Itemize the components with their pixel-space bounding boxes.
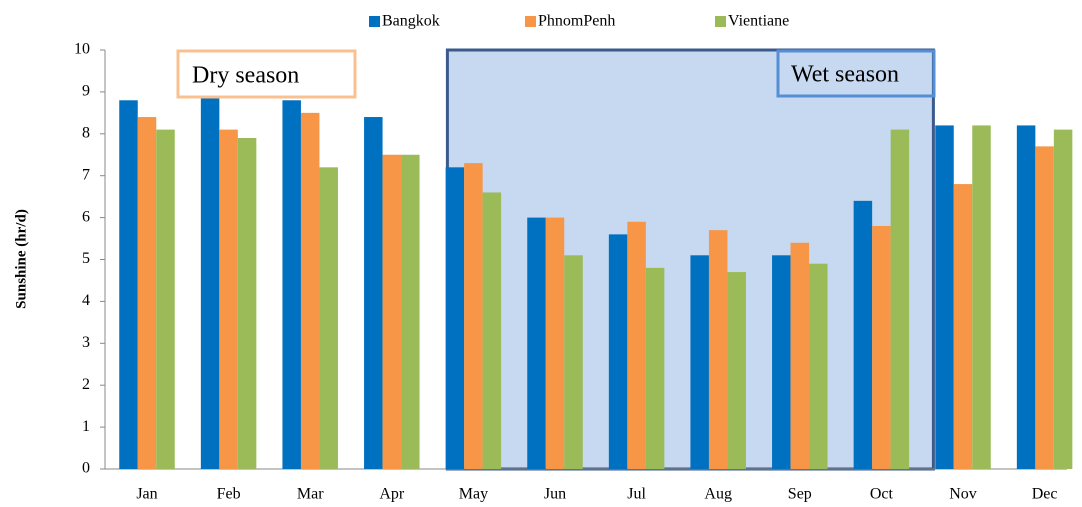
bar bbox=[953, 184, 973, 469]
x-tick-label: Nov bbox=[949, 486, 977, 503]
x-tick-label: May bbox=[459, 486, 488, 503]
y-tick-label: 3 bbox=[82, 334, 90, 351]
bar bbox=[627, 221, 646, 469]
bar bbox=[935, 125, 954, 470]
bar bbox=[690, 255, 709, 469]
bar bbox=[401, 154, 420, 469]
bar bbox=[872, 225, 891, 469]
bar bbox=[1035, 146, 1054, 469]
x-tick-label: Jun bbox=[544, 486, 566, 503]
y-axis-label: Sunshine (hr/d) bbox=[13, 209, 29, 309]
bar bbox=[790, 242, 810, 469]
x-tick-label: Aug bbox=[704, 486, 732, 503]
bar bbox=[156, 129, 175, 470]
x-tick-label: Feb bbox=[217, 486, 241, 503]
y-tick-label: 1 bbox=[82, 418, 90, 435]
bar bbox=[645, 267, 665, 469]
bar bbox=[772, 255, 791, 469]
bar bbox=[545, 217, 565, 469]
legend-label: PhnomPenh bbox=[538, 13, 615, 30]
y-tick-label: 4 bbox=[82, 292, 90, 309]
bar bbox=[890, 129, 910, 470]
y-tick-label: 5 bbox=[82, 250, 90, 267]
bar bbox=[972, 125, 991, 470]
y-tick-label: 7 bbox=[82, 166, 90, 183]
bar bbox=[608, 234, 628, 469]
dry-season-box bbox=[176, 49, 357, 99]
bar bbox=[527, 217, 546, 469]
wet-season-box bbox=[776, 49, 936, 98]
bar bbox=[319, 167, 338, 469]
bar bbox=[137, 117, 157, 469]
bar bbox=[119, 100, 138, 469]
bar bbox=[853, 200, 873, 469]
annotation: Wet season bbox=[791, 62, 899, 88]
x-tick-label: Dec bbox=[1032, 486, 1058, 503]
x-tick-label: Oct bbox=[870, 486, 894, 503]
x-tick-label: Mar bbox=[297, 486, 324, 503]
bar bbox=[464, 163, 483, 469]
bar bbox=[364, 117, 383, 469]
bar bbox=[1016, 125, 1036, 470]
x-tick-label: Jul bbox=[627, 486, 646, 503]
y-tick-label: 0 bbox=[82, 460, 90, 477]
bar bbox=[282, 100, 301, 469]
bar bbox=[708, 230, 728, 469]
x-tick-label: Jan bbox=[136, 486, 157, 503]
bar bbox=[445, 167, 465, 469]
y-tick-label: 10 bbox=[74, 41, 90, 58]
bar bbox=[727, 272, 746, 469]
legend-label: Bangkok bbox=[382, 13, 440, 30]
legend-label: Vientiane bbox=[728, 13, 789, 30]
bar bbox=[300, 112, 320, 469]
bar bbox=[219, 129, 238, 470]
legend-swatch bbox=[369, 16, 380, 27]
bar bbox=[382, 154, 402, 469]
y-tick-label: 2 bbox=[82, 376, 90, 393]
annotation: Dry season bbox=[192, 63, 299, 89]
bar bbox=[237, 137, 257, 470]
x-tick-label: Sep bbox=[788, 486, 812, 503]
y-tick-label: 8 bbox=[82, 124, 90, 141]
legend-swatch bbox=[525, 16, 536, 27]
bar bbox=[482, 192, 502, 469]
y-tick-label: 9 bbox=[82, 83, 90, 100]
bar bbox=[200, 96, 220, 469]
y-tick-label: 6 bbox=[82, 208, 90, 225]
legend-swatch bbox=[715, 16, 726, 27]
bar bbox=[564, 255, 583, 469]
x-tick-label: Apr bbox=[379, 486, 405, 503]
bar bbox=[1053, 129, 1073, 470]
bar bbox=[809, 263, 828, 469]
